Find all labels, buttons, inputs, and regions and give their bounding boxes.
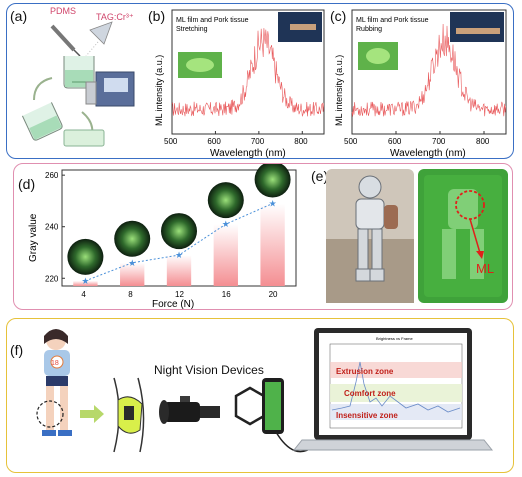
gray-value-force-chart: ★ ★ ★ ★ ★ 4 8 12 16 20 220 240 260 Gray value Force… — [28, 164, 297, 310]
ml-arrow-icon — [469, 218, 481, 254]
y-axis-label: ML intensity (a.u.) — [334, 55, 344, 126]
rubbing-photo-tissue — [456, 28, 500, 34]
panel-e-label: (e) — [311, 168, 329, 184]
trend-line — [85, 203, 273, 282]
bar-4 — [73, 280, 98, 286]
bar-12 — [166, 255, 192, 286]
chart-subtitle-1: ML film and Pork tissue — [176, 17, 249, 24]
powder-funnel-icon — [85, 21, 113, 57]
panel-middle — [13, 163, 513, 310]
x-tick-label: 500 — [164, 137, 178, 146]
wearable-application-illustration: 18 Night Vision Devices Brightness vs Fr… — [36, 328, 494, 453]
robot-icon — [355, 175, 398, 282]
data-point-20: ★ — [269, 199, 277, 209]
x-tick-label: 800 — [294, 137, 308, 146]
x-axis-label: Wavelength (nm) — [210, 148, 286, 158]
tilted-beaker-icon — [21, 102, 63, 141]
zoom-arrow-icon — [80, 405, 104, 423]
brightness-trace — [331, 361, 461, 413]
extrusion-zone-label: Extrusion zone — [336, 367, 394, 376]
robot-photo — [326, 169, 414, 303]
chart-subtitle-2: Stretching — [176, 26, 208, 33]
extrusion-zone-band — [330, 362, 462, 378]
bar-20 — [260, 203, 285, 286]
chart-subtitle-1: ML film and Pork tissue — [356, 17, 429, 24]
spectrum-series — [171, 28, 325, 117]
y-tick-label: 260 — [45, 171, 59, 180]
chart-subtitle-2: Rubbing — [356, 26, 382, 33]
panel-c-label: (c) — [330, 8, 347, 24]
panel-a-label: (a) — [10, 8, 28, 24]
stretching-photo-hand — [290, 24, 316, 30]
bar-16 — [213, 224, 238, 286]
data-point-16: ★ — [222, 219, 230, 229]
panel-bottom — [6, 318, 514, 473]
shirt-badge: 18 — [51, 360, 59, 367]
ml-label: ML — [476, 261, 494, 276]
x-tick-label: 800 — [476, 137, 490, 146]
comfort-zone-label: Comfort zone — [344, 389, 396, 398]
syringe-icon — [50, 24, 81, 57]
x-tick-label: 600 — [388, 137, 402, 146]
panel-d-label: (d) — [18, 176, 36, 192]
beaker-icon — [63, 56, 95, 89]
glow-image-12 — [161, 213, 197, 250]
x-tick-label: 12 — [175, 290, 184, 299]
x-tick-label: 700 — [251, 137, 265, 146]
rubbing-photo — [450, 12, 504, 42]
spectrum-series — [351, 23, 507, 117]
phone-mount-icon — [234, 378, 315, 453]
x-tick-label: 4 — [81, 290, 86, 299]
y-axis-label: ML intensity (a.u.) — [154, 55, 164, 126]
girl-figure-icon: 18 — [42, 329, 72, 436]
screen-title: Brightness vs Frame — [376, 336, 413, 341]
green-glow-spot — [186, 58, 214, 72]
glow-image-20 — [254, 164, 291, 198]
night-vision-label: Night Vision Devices — [154, 363, 264, 377]
y-tick-label: 240 — [45, 223, 59, 232]
bar-8 — [120, 262, 145, 286]
knee-highlight-circle — [36, 400, 64, 428]
night-vision-goggle-icon — [159, 396, 220, 424]
ml-arrowhead-icon — [476, 251, 484, 259]
data-point-4: ★ — [81, 276, 89, 286]
ml-spectrum-stretching-chart: ML film and Pork tissue Stretching 500 60… — [154, 9, 325, 158]
robot-night-vision-photo: ML — [418, 169, 508, 303]
x-tick-label: 16 — [222, 290, 231, 299]
spectrum-line — [351, 23, 507, 117]
x-tick-label: 500 — [344, 137, 358, 146]
glow-image-4 — [67, 238, 104, 275]
panel-b-label: (b) — [148, 8, 166, 24]
comfort-zone-band — [330, 384, 462, 402]
data-point-12: ★ — [175, 250, 183, 260]
fabrication-illustration — [21, 21, 135, 147]
glow-image-16 — [207, 182, 244, 219]
x-axis-label: Wavelength (nm) — [390, 148, 466, 158]
green-glow-spot — [366, 48, 390, 64]
ml-film-icon — [63, 129, 105, 147]
pdms-label: PDMS — [50, 6, 77, 16]
data-point-8: ★ — [128, 258, 136, 268]
ml-spectrum-rubbing-chart: ML film and Pork tissue Rubbing 500 600 70… — [334, 9, 507, 158]
y-tick-label: 220 — [45, 274, 59, 283]
taggcr-label: TAG:Cr³⁺ — [96, 12, 134, 22]
insensitive-zone-label: Insensitive zone — [336, 411, 398, 420]
x-tick-label: 8 — [128, 290, 133, 299]
panel-f-label: (f) — [10, 342, 24, 358]
glow-image-8 — [114, 220, 151, 257]
mixer-device-icon — [85, 71, 135, 107]
spectrum-line — [171, 28, 325, 117]
panel-top — [6, 3, 514, 159]
knee-sensor-icon — [113, 377, 145, 453]
x-axis-label: Force (N) — [152, 299, 194, 310]
x-tick-label: 600 — [207, 137, 221, 146]
y-axis-label: Gray value — [28, 213, 39, 262]
insensitive-zone-band — [330, 404, 462, 420]
x-tick-label: 700 — [432, 137, 446, 146]
x-tick-label: 20 — [269, 290, 278, 299]
process-arrow-icon — [33, 77, 53, 101]
